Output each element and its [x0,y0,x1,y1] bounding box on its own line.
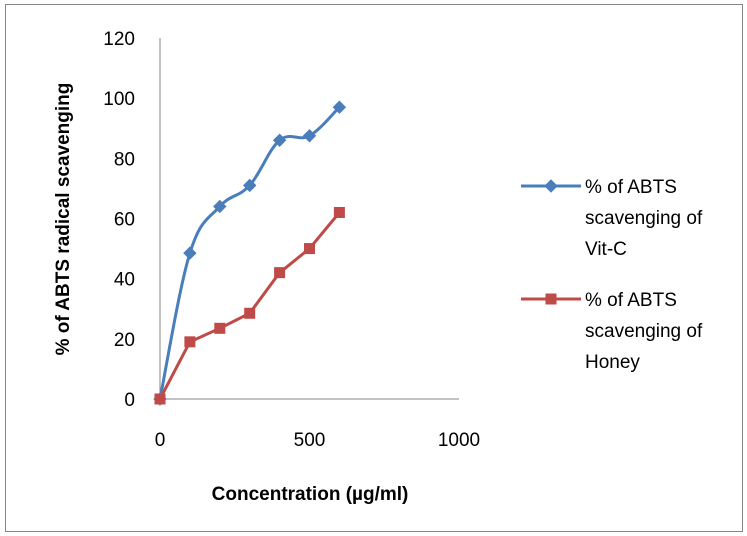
data-point [274,267,286,279]
data-point [154,393,166,405]
y-tick-label: 100 [103,89,135,110]
legend-swatch-marker [544,179,558,193]
y-axis-ticks: 0 20 40 60 80 100 120 [103,29,135,411]
legend-item: % of ABTS scavenging of Vit-C [521,177,703,260]
data-point [244,307,256,319]
data-point [332,100,347,114]
data-point [302,129,317,143]
data-point [183,246,197,260]
legend-label: scavenging of [585,208,703,229]
x-axis-ticks: 0 500 1000 [155,430,480,451]
legend-label: scavenging of [585,321,703,342]
legend-label: Honey [585,352,640,373]
y-tick-label: 0 [124,390,135,411]
legend: % of ABTS scavenging of Vit-C % of ABTS scav… [521,177,703,373]
legend-swatch-marker [545,293,557,305]
x-axis-title: Concentration (µg/ml) [212,484,409,505]
y-tick-label: 120 [103,29,135,50]
legend-label: Vit-C [585,239,627,260]
series-1 [154,206,345,405]
data-point [213,199,227,214]
data-point [184,336,196,348]
legend-item: % of ABTS scavenging of Honey [521,290,703,373]
data-point [304,243,315,255]
series-layer [153,100,347,406]
data-point [242,178,257,193]
legend-label: % of ABTS [585,177,677,198]
y-tick-label: 80 [114,149,135,170]
y-tick-label: 20 [114,330,135,351]
chart-border [5,4,743,532]
x-tick-label: 1000 [438,430,480,451]
y-axis-title: % of ABTS radical scavenging [53,83,74,356]
data-point [333,206,345,218]
data-point [272,133,287,147]
y-tick-label: 40 [114,270,135,291]
x-tick-label: 0 [155,430,166,451]
legend-label: % of ABTS [585,290,677,311]
data-point [214,322,226,334]
x-tick-label: 500 [294,430,326,451]
y-tick-label: 60 [114,210,135,231]
